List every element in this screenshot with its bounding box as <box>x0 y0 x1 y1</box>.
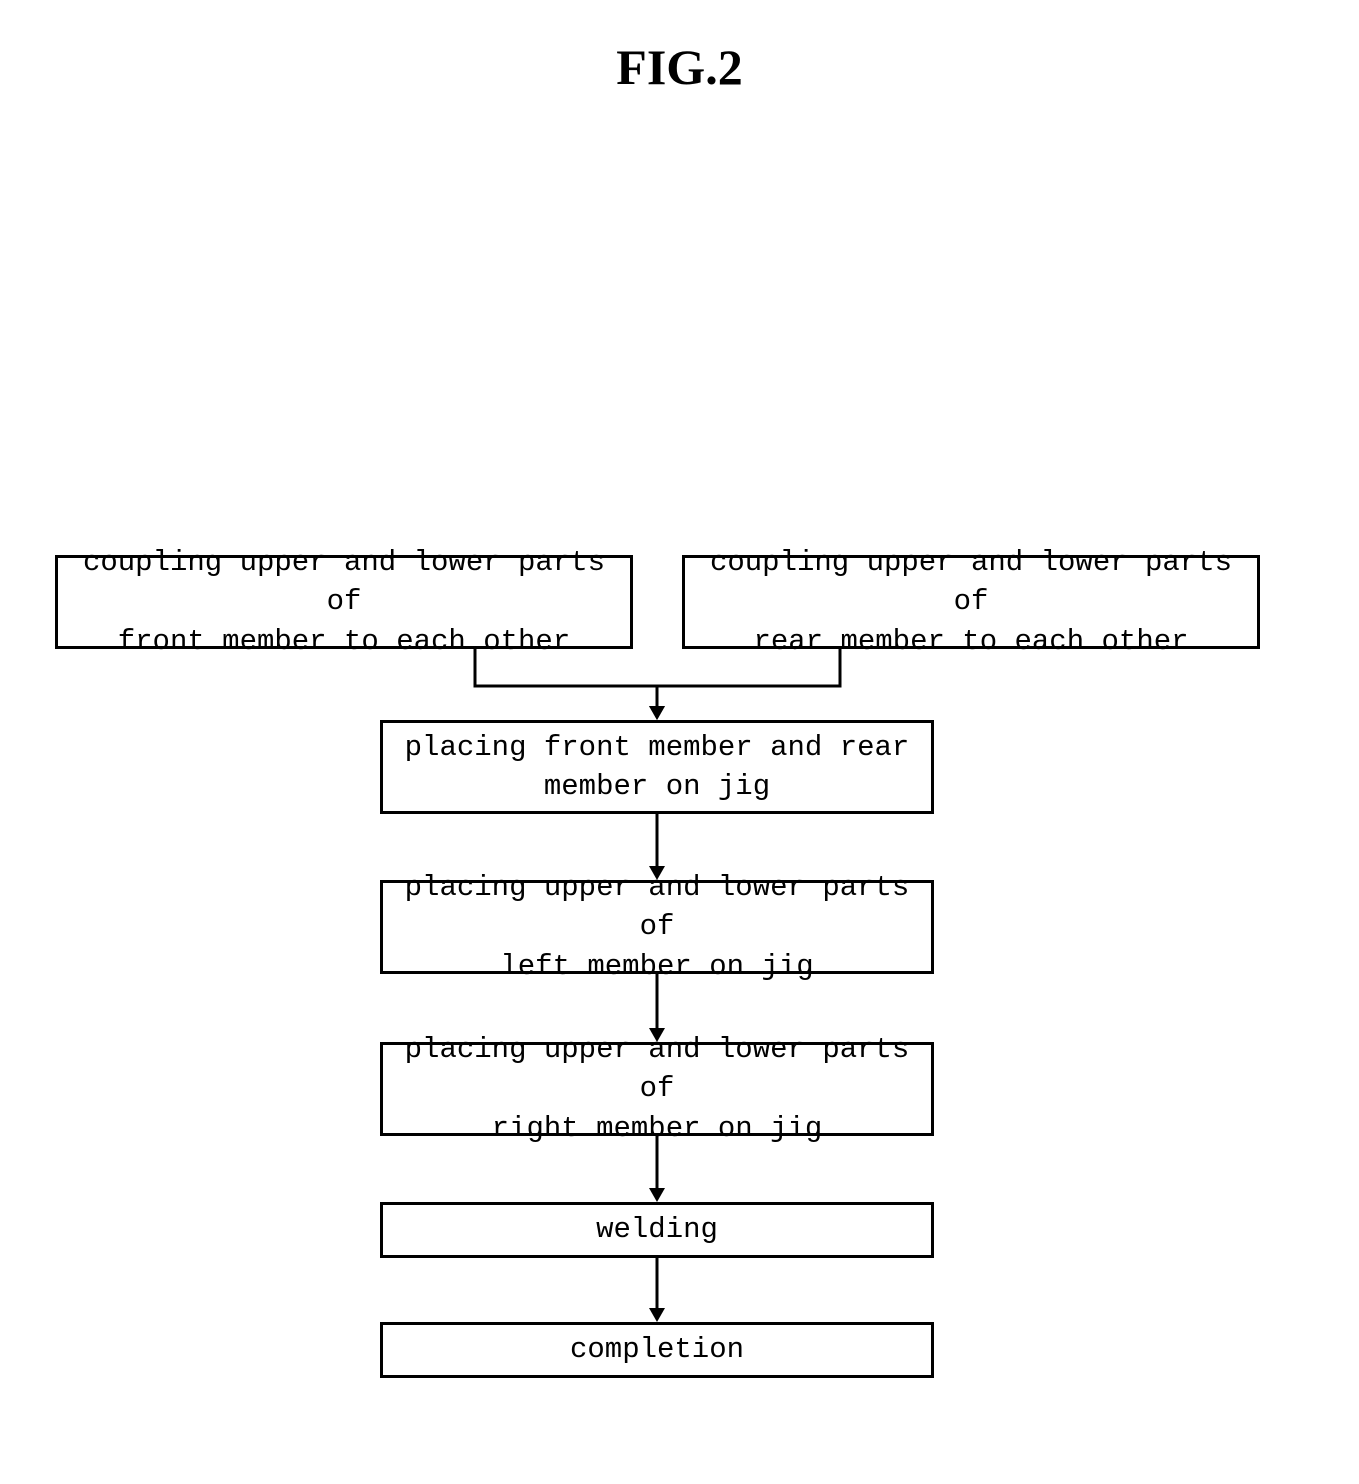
flowchart-node-n6: welding <box>380 1202 934 1258</box>
arrowhead-n1-n3 <box>649 706 665 720</box>
arrowhead-n2-n3 <box>649 706 665 720</box>
arrowhead-n6-n7 <box>649 1308 665 1322</box>
flowchart-node-n1: coupling upper and lower parts offront m… <box>55 555 633 649</box>
arrowhead-n5-n6 <box>649 1188 665 1202</box>
figure-title: FIG.2 <box>0 38 1359 96</box>
flowchart-node-n2: coupling upper and lower parts ofrear me… <box>682 555 1260 649</box>
flowchart-node-n4: placing upper and lower parts ofleft mem… <box>380 880 934 974</box>
flowchart-node-n3: placing front member and rearmember on j… <box>380 720 934 814</box>
flowchart-node-n7: completion <box>380 1322 934 1378</box>
flowchart-node-n5: placing upper and lower parts ofright me… <box>380 1042 934 1136</box>
